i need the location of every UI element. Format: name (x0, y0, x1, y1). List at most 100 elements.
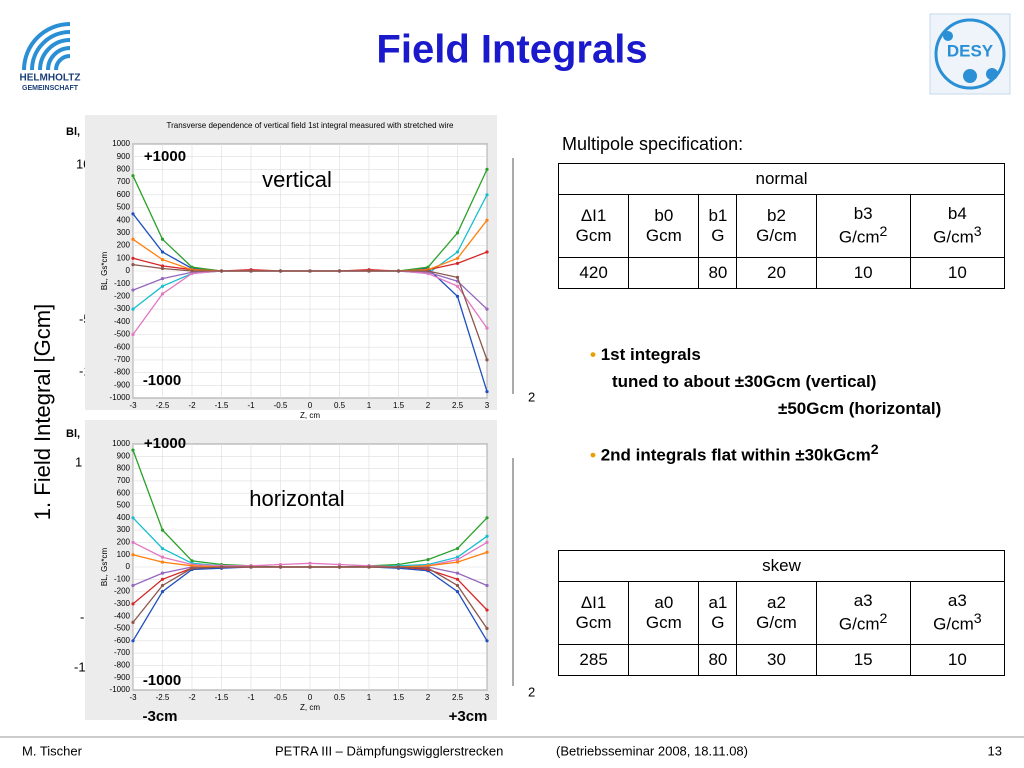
table-row: normal (558, 163, 1005, 195)
x-tick-label: 2 (426, 693, 431, 702)
bullet-text: 1st integrals (600, 345, 701, 364)
x-tick-label: 0 (308, 693, 313, 702)
bullet-text: 2nd integrals flat within ±30kGcm (600, 445, 871, 465)
curve-point (426, 558, 430, 562)
multipole-heading: Multipole specification: (562, 134, 743, 154)
x-axis-label: Z, cm (300, 703, 320, 712)
y-tick-label: 400 (117, 513, 131, 522)
curve-point (455, 275, 460, 279)
column-unit: Gcm (629, 226, 698, 246)
curve-point (160, 560, 165, 564)
curve-point (455, 590, 460, 594)
curve-point (219, 269, 224, 273)
curve-point (455, 256, 460, 260)
y-tick-label: -500 (114, 330, 131, 339)
y-tick-label: -800 (114, 368, 131, 377)
column-name: ΔI1 (580, 206, 607, 225)
column-unit: Gcm (559, 226, 628, 246)
unit-text: Gcm (575, 226, 612, 245)
table-cell (628, 257, 700, 289)
x-tick-label: 1.5 (393, 401, 405, 410)
plot-note: +3cm (449, 708, 488, 725)
x-tick-label: 0 (308, 401, 313, 410)
curve-point (455, 577, 460, 581)
table-cell (628, 644, 700, 676)
x-tick-label: 1 (367, 401, 372, 410)
curve-point (131, 639, 135, 643)
y-tick-label: 600 (117, 190, 131, 199)
x-tick-label: -2.5 (156, 693, 170, 702)
unit-text: Gcm (645, 226, 682, 245)
y-tick-label: 700 (117, 177, 131, 186)
unit-text: G/cm (838, 227, 880, 247)
y-tick-label: 800 (117, 464, 131, 473)
curve-point (160, 266, 165, 271)
column-name: b2 (767, 206, 786, 225)
column-name: b0 (654, 206, 674, 225)
y-axis-label: BL, Gs*cm (100, 548, 109, 587)
curve-point (131, 307, 135, 311)
table-cell: 15 (815, 644, 911, 676)
curve-point (249, 565, 253, 569)
plot-label: vertical (262, 167, 332, 192)
y-tick-label: -600 (114, 636, 131, 645)
curve-point (131, 263, 135, 267)
table-row: 285 80 30 15 10 (557, 644, 1006, 676)
y-tick-label: 600 (117, 488, 131, 497)
background-text: -1 (74, 659, 86, 674)
column-header: b4 G/cm3 (909, 194, 1006, 258)
curve-point (426, 269, 430, 273)
curve-point (455, 560, 460, 564)
y-tick-label: 800 (117, 165, 131, 174)
plot-title: Transverse dependence of vertical field … (167, 121, 455, 130)
column-unit: G/cm2 (817, 224, 910, 248)
superscript: 3 (973, 611, 982, 628)
table-cell: 420 (557, 257, 630, 289)
table-group: normal (558, 163, 1005, 195)
curve-point (219, 565, 224, 569)
table-cell: 80 (698, 257, 738, 289)
y-tick-label: -700 (114, 648, 131, 657)
y-tick-label: 200 (117, 538, 131, 547)
column-header: ΔI1 Gcm (557, 581, 630, 645)
y-tick-label: 300 (117, 525, 131, 534)
plot-note: -1000 (143, 672, 181, 689)
y-tick-label: -400 (114, 317, 131, 326)
bullet: • 1st integrals (590, 345, 701, 364)
column-header: b0 Gcm (628, 194, 700, 258)
column-header: b2 G/cm (736, 194, 817, 258)
curve-point (485, 326, 489, 330)
column-unit: Gcm (629, 613, 698, 633)
curve-point (160, 292, 165, 296)
plot-note: -1000 (143, 372, 181, 389)
curve-point (131, 174, 135, 178)
curve-point (426, 566, 430, 570)
curve-point (160, 546, 165, 551)
curve-point (160, 583, 165, 588)
column-name: a3 (853, 591, 873, 611)
y-tick-label: 0 (126, 562, 131, 571)
background-text: - (80, 609, 84, 624)
y-tick-label: -700 (114, 355, 131, 364)
curve-point (131, 620, 135, 624)
column-name: a1 (708, 593, 728, 612)
superscript: 2 (879, 224, 888, 241)
curve-point (396, 269, 401, 273)
y-tick-label: -200 (114, 292, 131, 301)
y-tick-label: -500 (114, 624, 131, 633)
curve-point (485, 534, 489, 538)
desy-logo-ring (934, 18, 1006, 90)
x-tick-label: -1 (247, 693, 255, 702)
curve-point (485, 307, 489, 311)
y-tick-label: 200 (117, 241, 131, 250)
curve-point (485, 218, 489, 222)
background-text: 1 (75, 454, 82, 469)
curve-point (308, 565, 312, 569)
curve-point (160, 284, 165, 288)
curve-point (278, 269, 283, 273)
curve-point (131, 212, 135, 216)
y-tick-label: 500 (117, 203, 131, 212)
bullet-text: ±50Gcm (horizontal) (778, 399, 942, 418)
